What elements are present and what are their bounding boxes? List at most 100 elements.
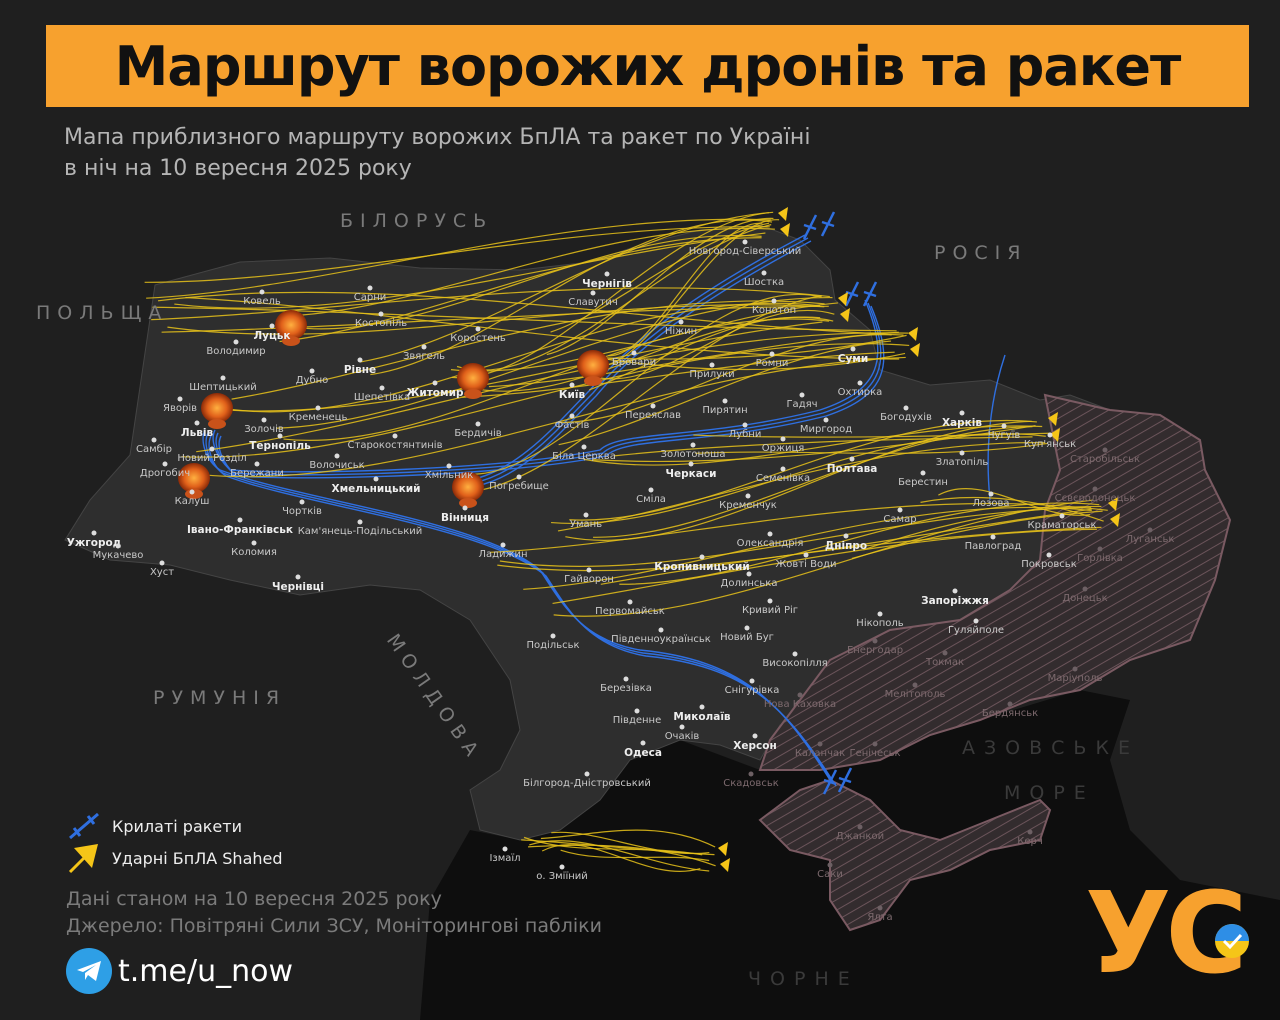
city-dot <box>159 560 165 566</box>
sea-label-black-1: ЧОРНЕ <box>748 968 859 990</box>
city-label: Хмельницький <box>331 483 421 495</box>
city-dot <box>767 598 773 604</box>
city-label: Краматорськ <box>1027 520 1097 531</box>
city-label: Коростень <box>450 333 506 344</box>
city-dot <box>850 346 856 352</box>
city-dot <box>990 534 996 540</box>
city-label: Ромни <box>755 358 789 369</box>
city-dot <box>177 396 183 402</box>
city-label: Донецьк <box>1062 593 1108 604</box>
occupied-east <box>758 393 1232 771</box>
drone-route <box>151 287 830 321</box>
city-dot <box>550 633 556 639</box>
drone-route <box>292 227 775 317</box>
city-dot <box>857 824 863 830</box>
drone-route <box>523 506 1092 590</box>
city-label: Погребище <box>489 481 549 492</box>
city-label: Горлівка <box>1077 553 1123 564</box>
city-label: Бережани <box>230 468 284 479</box>
city-label: Очаків <box>664 731 700 742</box>
city-label: Ізмаїл <box>489 853 521 864</box>
drone-route <box>488 331 899 388</box>
city-dot <box>690 442 696 448</box>
legend-missiles-label: Крилаті ракети <box>112 816 242 836</box>
city-label: Кропивницький <box>654 561 750 573</box>
country-label-poland: ПОЛЬЩА <box>36 302 169 324</box>
city-label: Кам'янець-Подільський <box>297 526 423 537</box>
city-label: Первомайськ <box>595 606 665 617</box>
city-label: Дрогобич <box>139 468 191 479</box>
drone-route <box>144 226 770 283</box>
drone-route <box>920 496 1104 522</box>
city-dot <box>627 599 633 605</box>
city-dot <box>115 543 121 549</box>
city-label: Богодухів <box>880 412 932 423</box>
city-dot <box>583 512 589 518</box>
city-dot <box>581 444 587 450</box>
city-dot <box>1007 701 1013 707</box>
drone-route <box>226 321 823 412</box>
city-label: Яворів <box>163 403 197 414</box>
shahed-drone-icon <box>910 343 920 357</box>
city-label: Калуш <box>174 496 210 507</box>
drone-route <box>528 844 716 867</box>
city-dot <box>746 571 752 577</box>
data-date-note: Дані станом на 10 вересня 2025 року <box>66 888 442 910</box>
city-dot <box>357 357 363 363</box>
city-dot <box>475 421 481 427</box>
city-dot <box>269 323 275 329</box>
city-dot <box>261 417 267 423</box>
shahed-drone-icon <box>838 292 848 306</box>
city-dot <box>988 491 994 497</box>
city-dot <box>209 446 215 452</box>
city-dot <box>799 392 805 398</box>
city-label: Дубно <box>295 375 329 386</box>
drone-route <box>231 300 825 400</box>
city-label: Гуляйполе <box>947 625 1005 636</box>
telegram-link[interactable]: t.me/u_now <box>66 948 293 994</box>
city-dot <box>792 651 798 657</box>
city-dot <box>604 271 610 277</box>
legend: Крилаті ракети Ударні БпЛА Shahed <box>66 810 283 874</box>
drone-route <box>450 302 838 372</box>
city-dot <box>952 588 958 594</box>
city-label: Охтирка <box>837 387 883 398</box>
page-title: Маршрут ворожих дронів та ракет <box>114 34 1182 98</box>
shahed-drone-icon <box>908 327 918 341</box>
city-dot <box>742 239 748 245</box>
cruise-missile-icon <box>69 812 99 840</box>
missile-route <box>472 237 809 484</box>
shahed-drone-icon <box>778 207 788 221</box>
city-dot <box>959 450 965 456</box>
city-dot <box>1097 546 1103 552</box>
drone-route <box>613 436 1033 457</box>
drone-route <box>557 442 1046 532</box>
drone-route <box>157 291 904 336</box>
city-label: Одеса <box>624 747 662 759</box>
page-subtitle: Мапа приблизного маршруту ворожих БпЛА т… <box>64 125 811 181</box>
drone-route <box>546 217 774 356</box>
city-label: Суми <box>837 353 869 365</box>
drone-route <box>467 294 822 475</box>
city-label: Вінниця <box>441 512 489 524</box>
city-label: Ладижин <box>478 549 528 560</box>
city-label: Джанкой <box>835 831 885 842</box>
city-label: Олександрія <box>736 538 804 549</box>
city-dot <box>679 724 685 730</box>
telegram-link-text[interactable]: t.me/u_now <box>118 953 294 989</box>
city-dot <box>259 289 265 295</box>
city-label: Оржиця <box>761 443 805 454</box>
city-dot <box>973 618 979 624</box>
drone-route <box>521 839 715 856</box>
city-label: Берестин <box>898 477 948 488</box>
drone-route <box>619 502 1100 585</box>
drone-route <box>146 218 771 299</box>
drone-route <box>196 332 909 453</box>
drone-route <box>174 232 766 309</box>
shahed-drone-icon <box>1110 513 1120 527</box>
city-dot <box>584 771 590 777</box>
drone-route <box>938 488 1091 516</box>
city-label: Новий Буг <box>720 632 774 643</box>
legend-drones: Ударні БпЛА Shahed <box>66 842 283 874</box>
city-label: Мелітополь <box>884 689 946 700</box>
